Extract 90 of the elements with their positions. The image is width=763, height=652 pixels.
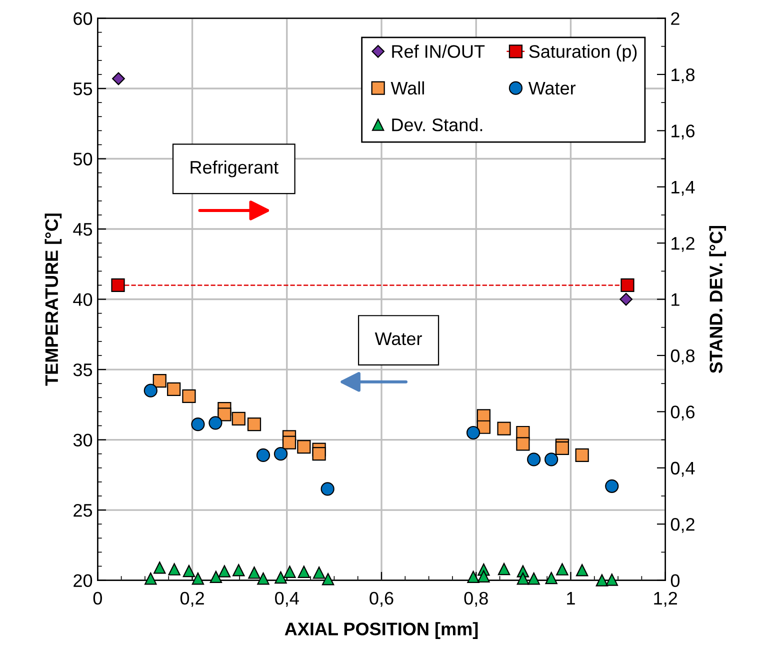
point [545, 572, 558, 584]
point [596, 574, 608, 586]
point [232, 564, 245, 576]
point [516, 437, 530, 451]
y2-axis-title: STAND. DEV. [°C] [709, 226, 726, 374]
point [575, 448, 589, 462]
point [527, 452, 541, 466]
point [516, 572, 530, 585]
y-tick-label: 20 [74, 574, 92, 587]
x-tick-label: 0,2 [180, 592, 204, 607]
point [210, 570, 222, 584]
point [182, 564, 196, 578]
point [144, 572, 157, 585]
point [284, 566, 296, 578]
y2-tick-label: 0,8 [670, 349, 695, 364]
y-tick-label: 25 [74, 504, 92, 517]
y2-tick-label: 0,4 [670, 462, 695, 477]
point [144, 384, 158, 398]
annotation: Water [374, 332, 422, 346]
y-axis-title: TEMPERATURE [°C] [44, 214, 62, 386]
point [248, 566, 260, 579]
legend-label: Wall [390, 81, 424, 95]
point [232, 412, 246, 426]
y2-tick-label: 0,6 [670, 406, 695, 421]
y2-tick-label: 1,6 [672, 124, 695, 140]
point [182, 389, 196, 404]
point [576, 564, 588, 576]
point [192, 572, 204, 585]
point [467, 570, 480, 584]
point [320, 482, 334, 496]
point [528, 572, 540, 585]
point [556, 563, 568, 576]
y2-tick-label: 0,2 [670, 518, 694, 533]
x-tick-label: 0,4 [275, 592, 299, 607]
point [154, 562, 166, 574]
y-tick-label: 35 [73, 363, 92, 376]
annotation: Refrigerant [190, 160, 278, 178]
point [111, 278, 125, 292]
point [274, 571, 287, 584]
y2-tick-label: 1,4 [672, 180, 695, 196]
y-tick-label: 40 [73, 293, 92, 306]
point [167, 382, 181, 396]
point [218, 408, 232, 422]
legend-label: Water [528, 82, 576, 95]
point [620, 292, 633, 306]
x-tick-label: 1,2 [654, 592, 677, 607]
point [257, 572, 270, 585]
point [168, 563, 180, 576]
point [152, 374, 166, 388]
point [297, 440, 311, 454]
point [498, 562, 510, 576]
point [208, 416, 222, 430]
y2-tick-label: 1,8 [672, 68, 695, 84]
y2-tick-label: 2 [671, 12, 680, 25]
y2-tick-label: 1,2 [672, 237, 694, 252]
legend-label: Ref IN/OUT [392, 44, 485, 58]
point [544, 452, 558, 466]
point [322, 573, 334, 586]
legend-label: Saturation (p) [529, 44, 637, 62]
x-tick-label: 0,8 [464, 592, 488, 607]
point [312, 447, 326, 461]
y-tick-label: 50 [73, 152, 92, 166]
point [298, 566, 310, 578]
y-tick-label: 30 [73, 434, 92, 446]
y-tick-label: 60 [74, 12, 92, 25]
y2-tick-label: 0 [670, 574, 680, 587]
x-axis-title: AXIAL POSITION [mm] [284, 622, 478, 639]
point [466, 426, 480, 440]
y2-tick-label: 1 [672, 293, 680, 306]
point [247, 418, 262, 432]
y-tick-label: 45 [73, 223, 92, 236]
x-tick-label: 1 [567, 592, 575, 604]
point [274, 447, 288, 461]
x-tick-label: 0,6 [370, 592, 394, 607]
y-tick-label: 55 [73, 82, 92, 96]
point [620, 278, 634, 292]
point [112, 72, 125, 86]
point [478, 570, 490, 582]
legend-label: Dev. Stand. [392, 118, 482, 132]
point [605, 479, 619, 493]
point [476, 420, 490, 434]
point [555, 441, 570, 456]
point [282, 436, 296, 450]
point [256, 448, 270, 462]
point [497, 422, 511, 436]
point [218, 565, 231, 578]
x-tick-label: 0 [93, 592, 102, 605]
point [606, 574, 618, 586]
point [191, 418, 205, 432]
point [312, 566, 326, 579]
